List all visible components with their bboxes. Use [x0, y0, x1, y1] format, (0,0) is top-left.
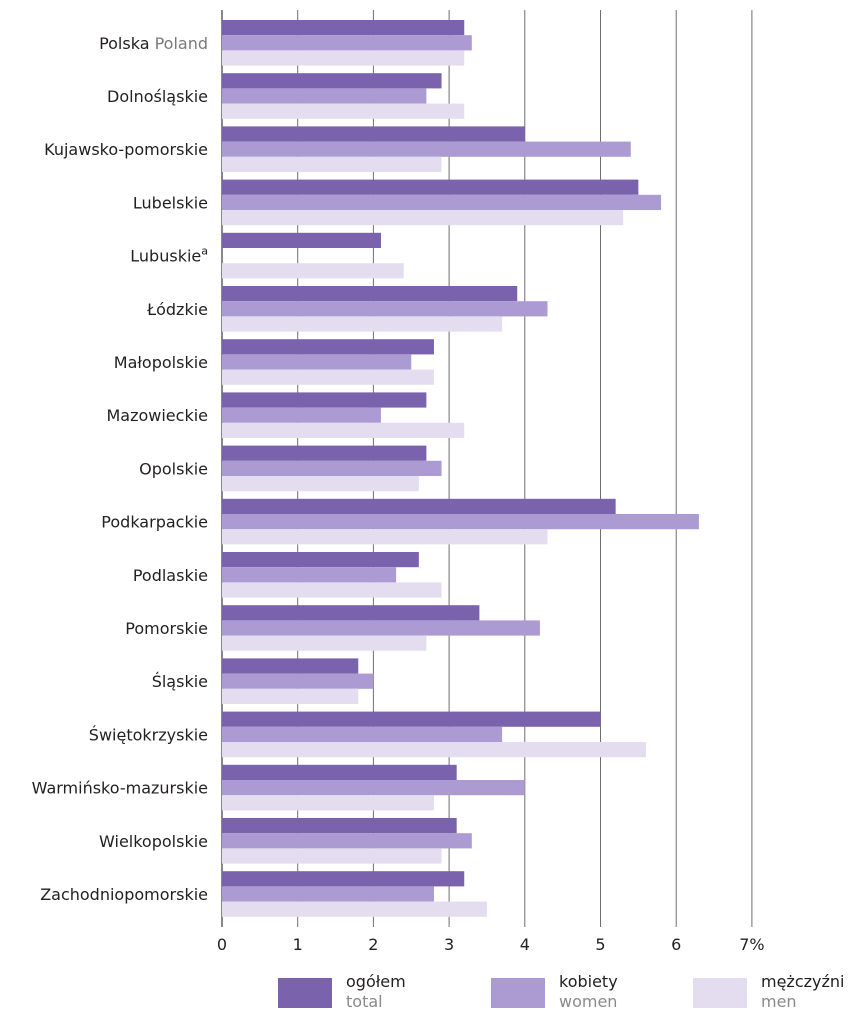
category-label: Opolskie — [139, 459, 208, 478]
bar-women — [222, 194, 662, 210]
x-axis-ticks: 0 1 2 3 4 5 6 7% — [217, 935, 765, 954]
legend-sublabel-total: total — [346, 992, 383, 1011]
bar-total — [222, 711, 601, 727]
bar-total — [222, 73, 442, 89]
bar-women — [222, 407, 381, 423]
bar-men — [222, 476, 419, 492]
legend-item-women: kobiety women — [491, 972, 618, 1012]
legend-item-men: mężczyźni men — [693, 972, 844, 1012]
legend-label-men: mężczyźni — [761, 972, 845, 991]
legend-label-women: kobiety — [559, 972, 618, 991]
bar-total — [222, 658, 359, 674]
bar-total — [222, 871, 465, 887]
x-tick-label: 2 — [368, 935, 378, 954]
bar-total — [222, 179, 639, 195]
bar-women — [222, 301, 548, 317]
bar-total — [222, 392, 427, 408]
bars — [222, 20, 699, 917]
bar-men — [222, 795, 434, 811]
category-label: Lubuskiea — [130, 245, 208, 266]
bar-men — [222, 316, 503, 332]
category-label: Podkarpackie — [101, 513, 208, 532]
category-label: Łódzkie — [146, 300, 208, 319]
bar-women — [222, 833, 472, 849]
bar-total — [222, 445, 427, 461]
bar-total — [222, 764, 457, 780]
bar-total — [222, 232, 381, 248]
bar-women — [222, 726, 503, 742]
bar-men — [222, 210, 624, 226]
bar-women — [222, 620, 540, 636]
bar-men — [222, 369, 434, 385]
x-tick-label: 5 — [595, 935, 605, 954]
category-label: Polska Poland — [99, 34, 208, 53]
bar-women — [222, 88, 427, 104]
bar-women — [222, 141, 631, 157]
bar-men — [222, 688, 359, 704]
legend-swatch-men — [693, 978, 747, 1008]
legend-swatch-women — [491, 978, 545, 1008]
bar-men — [222, 103, 465, 119]
bar-total — [222, 605, 480, 621]
category-label: Podlaskie — [133, 566, 208, 585]
bar-women — [222, 514, 699, 530]
x-tick-label: 6 — [671, 935, 681, 954]
category-label: Zachodniopomorskie — [40, 885, 208, 904]
category-labels: Polska Poland Dolnośląskie Kujawsko-pomors… — [32, 34, 208, 904]
bar-total — [222, 286, 518, 302]
bar-women — [222, 460, 442, 476]
category-label: Mazowieckie — [106, 406, 208, 425]
bar-men — [222, 529, 548, 545]
bar-total — [222, 126, 525, 142]
bar-men — [222, 582, 442, 598]
legend-sublabel-women: women — [559, 992, 618, 1011]
bar-total — [222, 498, 616, 514]
bar-men — [222, 50, 465, 66]
bar-total — [222, 818, 457, 834]
category-label: Wielkopolskie — [99, 832, 208, 851]
bar-women — [222, 886, 434, 902]
category-label: Małopolskie — [114, 353, 208, 372]
x-tick-label: 3 — [444, 935, 454, 954]
legend-swatch-total — [278, 978, 332, 1008]
category-label: Kujawsko-pomorskie — [44, 140, 208, 159]
category-label: Śląskie — [152, 672, 208, 691]
bar-women — [222, 354, 412, 370]
bar-women — [222, 567, 397, 583]
bar-men — [222, 635, 427, 651]
x-tick-label: 0 — [217, 935, 227, 954]
legend-sublabel-men: men — [761, 992, 797, 1011]
x-tick-label: 7% — [739, 935, 764, 954]
category-label: Świętokrzyskie — [89, 725, 208, 744]
category-label: Warmińsko-mazurskie — [32, 779, 208, 798]
legend-label-total: ogółem — [346, 972, 406, 991]
bar-total — [222, 20, 465, 36]
bar-women — [222, 780, 525, 796]
x-tick-label: 4 — [520, 935, 530, 954]
legend: ogółem total kobiety women mężczyźni men — [0, 972, 855, 1014]
category-label: Pomorskie — [125, 619, 208, 638]
bar-total — [222, 339, 434, 355]
bar-total — [222, 552, 419, 568]
bar-men — [222, 848, 442, 864]
bar-men — [222, 156, 442, 172]
legend-item-total: ogółem total — [278, 972, 406, 1012]
bar-men — [222, 422, 465, 438]
bar-men — [222, 901, 487, 917]
category-label: Dolnośląskie — [107, 87, 208, 106]
category-label: Lubelskie — [133, 193, 208, 212]
x-tick-label: 1 — [293, 935, 303, 954]
bar-women — [222, 35, 472, 51]
bar-men — [222, 263, 404, 279]
bar-women — [222, 673, 374, 689]
bar-chart: Polska Poland Dolnośląskie Kujawsko-pomors… — [32, 10, 765, 954]
bar-men — [222, 742, 646, 758]
